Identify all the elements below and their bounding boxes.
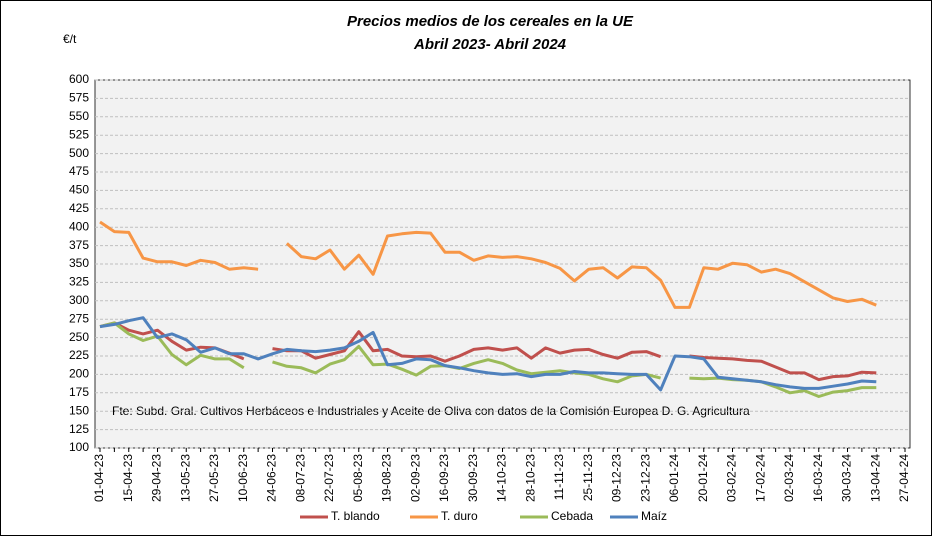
- x-tick-label: 17-02-24: [753, 454, 767, 502]
- y-tick-label: 200: [69, 367, 89, 381]
- x-tick-label: 27-05-23: [207, 454, 221, 502]
- y-tick-label: 225: [69, 348, 89, 362]
- chart-subtitle: Abril 2023- Abril 2024: [413, 36, 567, 53]
- x-tick-label: 23-12-23: [638, 454, 652, 502]
- x-tick-label: 02-09-23: [408, 454, 422, 502]
- y-tick-label: 100: [69, 440, 89, 454]
- legend-label: T. blando: [331, 509, 380, 523]
- x-tick-label: 05-08-23: [351, 454, 365, 502]
- x-tick-label: 22-07-23: [322, 454, 336, 502]
- x-tick-label: 28-10-23: [523, 454, 537, 502]
- y-tick-label: 450: [69, 183, 89, 197]
- y-tick-label: 150: [69, 403, 89, 417]
- y-tick-label: 275: [69, 311, 89, 325]
- y-tick-label: 300: [69, 293, 89, 307]
- y-axis-label: €/t: [63, 32, 77, 46]
- x-tick-label: 08-07-23: [293, 454, 307, 502]
- x-tick-label: 13-05-23: [178, 454, 192, 502]
- y-tick-label: 475: [69, 164, 89, 178]
- x-tick-label: 02-03-24: [782, 454, 796, 502]
- x-tick-label: 01-04-23: [92, 454, 106, 502]
- x-tick-label: 14-10-23: [495, 454, 509, 502]
- x-tick-label: 29-04-23: [150, 454, 164, 502]
- legend-item: T. blando: [300, 509, 380, 523]
- x-tick-label: 10-06-23: [236, 454, 250, 502]
- x-tick-label: 16-09-23: [437, 454, 451, 502]
- y-tick-label: 350: [69, 256, 89, 270]
- x-tick-label: 15-04-23: [121, 454, 135, 502]
- legend-label: T. duro: [441, 509, 478, 523]
- y-tick-label: 550: [69, 109, 89, 123]
- x-tick-label: 13-04-24: [868, 454, 882, 502]
- y-tick-label: 600: [69, 72, 89, 86]
- y-tick-label: 325: [69, 275, 89, 289]
- legend-label: Cebada: [551, 509, 593, 523]
- x-tick-label: 24-06-23: [265, 454, 279, 502]
- y-tick-label: 125: [69, 422, 89, 436]
- y-tick-label: 175: [69, 385, 89, 399]
- y-tick-label: 250: [69, 330, 89, 344]
- legend-item: Cebada: [520, 509, 593, 523]
- y-tick-label: 375: [69, 238, 89, 252]
- y-tick-label: 400: [69, 219, 89, 233]
- x-tick-label: 30-09-23: [466, 454, 480, 502]
- x-tick-label: 25-11-23: [581, 454, 595, 501]
- legend-item: T. duro: [410, 509, 478, 523]
- y-tick-label: 500: [69, 146, 89, 160]
- y-tick-label: 575: [69, 91, 89, 105]
- chart-title: Precios medios de los cereales en la UE: [347, 13, 634, 30]
- x-tick-label: 11-11-23: [552, 454, 566, 501]
- x-tick-label: 30-03-24: [840, 454, 854, 502]
- legend-item: Maíz: [610, 509, 667, 523]
- x-tick-label: 27-04-24: [897, 454, 911, 502]
- x-tick-label: 03-02-24: [725, 454, 739, 502]
- x-tick-label: 06-01-24: [667, 454, 681, 502]
- legend-label: Maíz: [641, 509, 667, 523]
- y-tick-label: 425: [69, 201, 89, 215]
- series-line: [99, 316, 877, 392]
- x-tick-label: 19-08-23: [380, 454, 394, 502]
- x-tick-label: 20-01-24: [696, 454, 710, 502]
- series-line: [99, 220, 877, 309]
- y-tick-label: 525: [69, 127, 89, 141]
- x-tick-label: 09-12-23: [610, 454, 624, 502]
- x-tick-label: 16-03-24: [811, 454, 825, 502]
